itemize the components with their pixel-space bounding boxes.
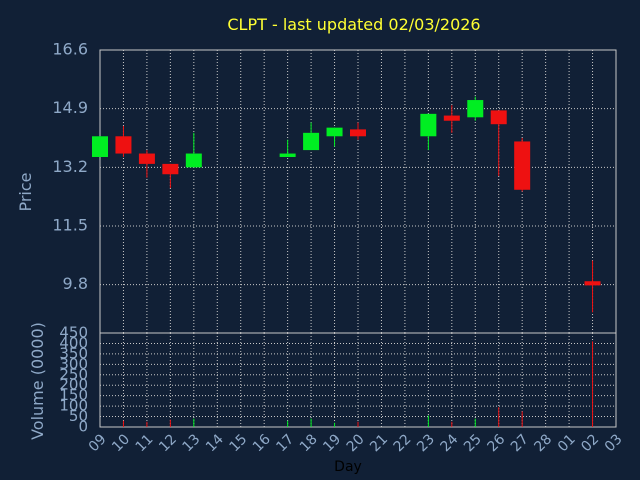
candle-body bbox=[584, 281, 601, 286]
price-tick-label: 11.5 bbox=[52, 216, 88, 235]
candle-body bbox=[443, 115, 460, 121]
candle-body bbox=[514, 141, 531, 190]
candle-body bbox=[115, 136, 132, 154]
x-axis-ticks: 09 10 11 12 13 14 15 16 17 18 19 20 21 22 23 24 25 26 27 28… bbox=[86, 431, 626, 455]
candle-body bbox=[92, 136, 108, 157]
volume-tick-label: 250 bbox=[59, 365, 88, 383]
volume-tick-label: 100 bbox=[59, 397, 88, 415]
candle-body bbox=[185, 153, 202, 168]
volume-tick-label: 50 bbox=[69, 407, 88, 425]
candle-body bbox=[326, 127, 343, 137]
candle-body bbox=[303, 132, 320, 151]
volume-tick-label: 300 bbox=[59, 355, 88, 373]
price-axis-label: Price bbox=[16, 172, 35, 211]
volume-tick-label: 400 bbox=[59, 334, 88, 352]
x-axis-label: Day bbox=[334, 459, 362, 475]
candle-body bbox=[279, 153, 296, 157]
price-tick-label: 14.9 bbox=[52, 98, 88, 117]
price-tick-label: 13.2 bbox=[52, 157, 88, 176]
volume-tick-label: 0 bbox=[78, 418, 88, 436]
volume-tick-label: 150 bbox=[59, 386, 88, 404]
candle-body bbox=[490, 110, 507, 125]
volume-tick-label: 200 bbox=[59, 376, 88, 394]
candle-body bbox=[420, 113, 437, 137]
candle-body bbox=[467, 100, 484, 118]
volume-bars bbox=[122, 341, 594, 427]
volume-axis-label: Volume (0000) bbox=[28, 322, 47, 440]
candles bbox=[92, 96, 601, 313]
volume-tick-label: 450 bbox=[59, 324, 88, 342]
price-tick-label: 16.6 bbox=[52, 40, 88, 59]
candle-body bbox=[350, 129, 366, 137]
candle-body bbox=[162, 163, 179, 175]
price-axis-ticks: 16.6 14.9 13.2 11.5 9.8 bbox=[52, 40, 88, 294]
volume-tick-label: 350 bbox=[59, 344, 88, 362]
candle-body bbox=[138, 153, 155, 164]
chart-title: CLPT - last updated 02/03/2026 bbox=[227, 15, 480, 34]
price-tick-label: 9.8 bbox=[63, 274, 88, 293]
